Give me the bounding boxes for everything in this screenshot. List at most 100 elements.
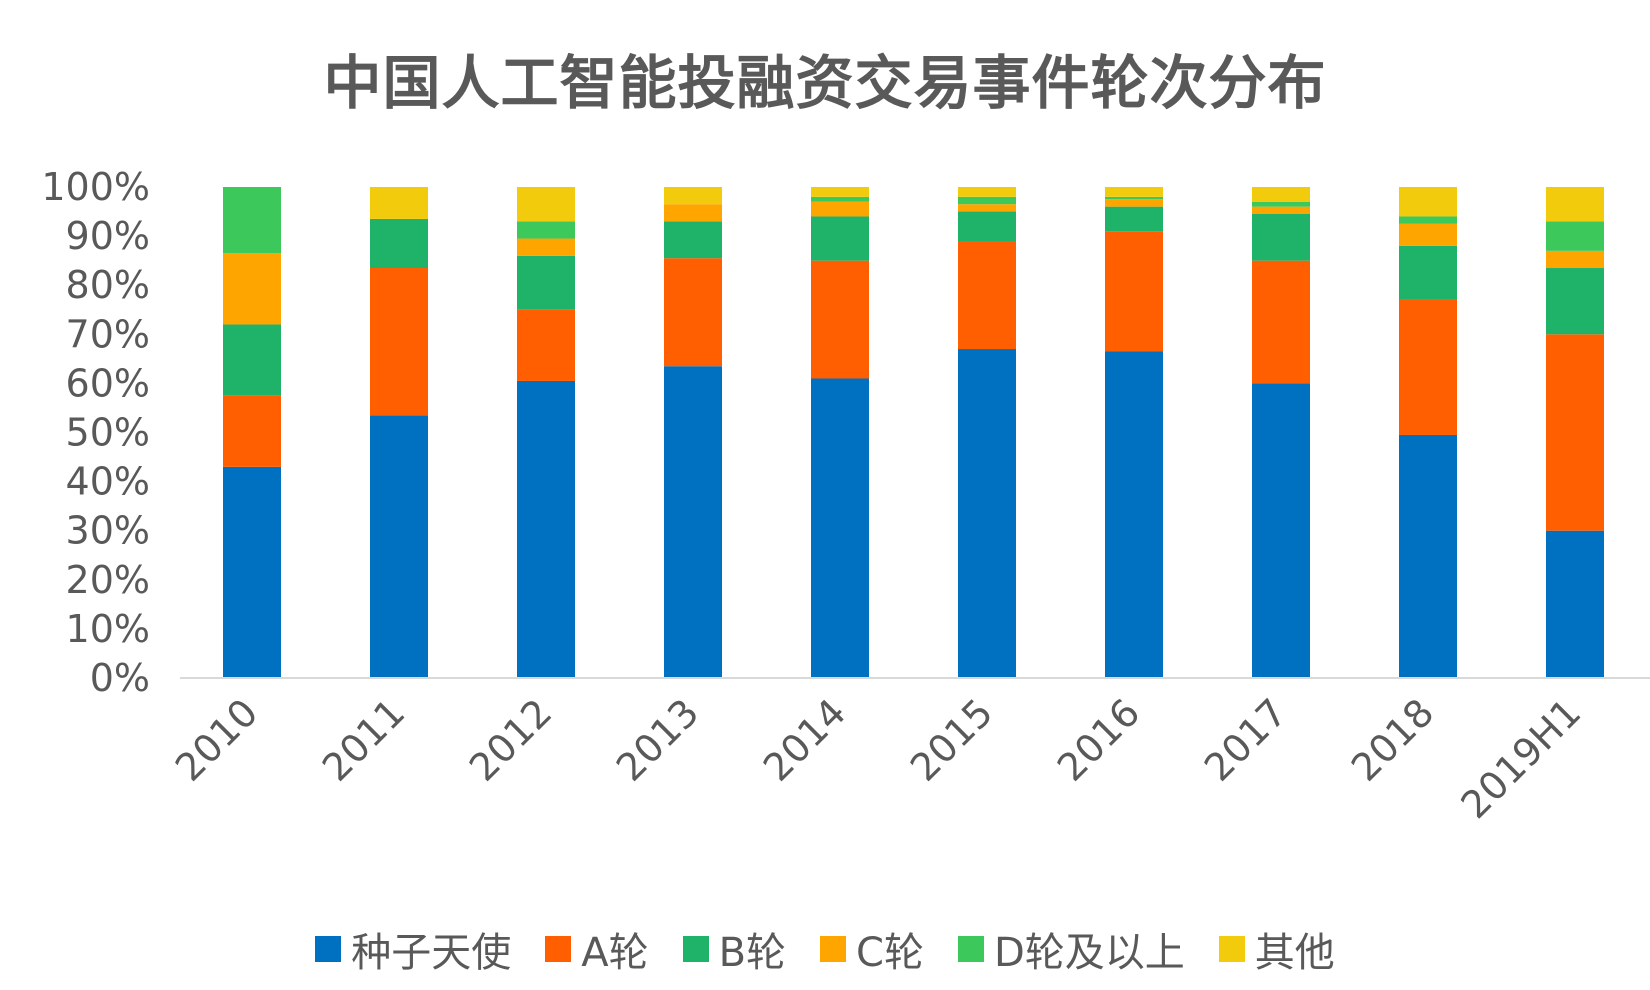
y-tick-label: 70% [66, 312, 150, 356]
bar-segment [664, 221, 722, 259]
bar-segment [811, 260, 869, 379]
x-tick-label: 2017 [1196, 690, 1296, 790]
bar-segment [1546, 268, 1604, 335]
bar-segment [811, 196, 869, 202]
bar-segment [1252, 201, 1310, 207]
legend-label: B轮 [718, 930, 787, 976]
y-tick-label: 50% [66, 411, 150, 455]
legend-swatch [682, 936, 709, 962]
y-tick-label: 0% [90, 656, 150, 700]
bar-segment [1252, 214, 1310, 261]
x-tick-label: 2016 [1049, 690, 1149, 790]
legend: 种子天使 A轮 B轮 C轮 D轮及以上 其他 [0, 920, 1650, 978]
bar-segment [1546, 334, 1604, 531]
x-tick-label: 2012 [461, 690, 561, 790]
y-tick-label: 40% [66, 460, 150, 504]
bar-segment [370, 187, 428, 219]
bar-stack [811, 187, 869, 678]
y-tick-label: 30% [66, 509, 150, 553]
y-tick-label: 100% [41, 165, 150, 209]
bar-stack [1105, 187, 1163, 678]
legend-swatch [545, 936, 572, 962]
bar-segment [1252, 260, 1310, 384]
bar-segment [1399, 216, 1457, 224]
bar-segment [958, 349, 1016, 678]
bar-stack [664, 187, 722, 678]
bar-segment [664, 187, 722, 205]
legend-label: 种子天使 [351, 930, 512, 976]
y-axis-ticks: 0% 10% 20% 30% 40% 50% 60% 70% 80% 90% 100% [41, 165, 150, 700]
bar-segment [958, 187, 1016, 197]
bar-segment [223, 187, 281, 254]
legend-swatch [1218, 936, 1245, 962]
bar-segment [1252, 383, 1310, 678]
bar-segment [811, 201, 869, 217]
bar-segment [664, 258, 722, 367]
x-tick-label: 2019H1 [1453, 690, 1590, 827]
bar-segment [1105, 196, 1163, 200]
bar-segment [1546, 221, 1604, 251]
x-tick-label: 2018 [1343, 690, 1443, 790]
bar-segment [1399, 187, 1457, 217]
bar-segment [517, 221, 575, 239]
bar-groups [223, 187, 1604, 678]
legend-item: 其他 [1218, 920, 1335, 978]
bar-segment [1105, 199, 1163, 207]
bar-segment [223, 395, 281, 467]
bar-segment [223, 324, 281, 396]
bar-segment [517, 380, 575, 678]
legend-label: D轮及以上 [993, 930, 1185, 976]
bar-segment [811, 216, 869, 261]
chart-plot: 0%10%20%30%40%50%60%70%80%90%100% 2010 20… [41, 165, 1650, 827]
bar-segment [811, 187, 869, 197]
x-axis-labels: 2010 2011 2012 2013 2014 2015 2016 2017 2018 2019… [167, 690, 1590, 827]
bar-segment [517, 238, 575, 256]
bar-stack [1546, 187, 1604, 678]
bar-segment [1105, 206, 1163, 232]
bar-segment [664, 366, 722, 678]
bar-segment [958, 204, 1016, 212]
bar-segment [1252, 187, 1310, 202]
y-tick-label: 90% [66, 214, 150, 258]
bar-segment [958, 241, 1016, 350]
bar-segment [1105, 351, 1163, 678]
bar-segment [517, 309, 575, 381]
y-tick-label: 20% [66, 558, 150, 602]
legend-swatch [820, 936, 847, 962]
bar-segment [370, 268, 428, 416]
legend-label: C轮 [856, 930, 924, 976]
bar-segment [664, 204, 722, 222]
x-tick-label: 2010 [167, 690, 267, 790]
bar-stack [223, 187, 281, 678]
bar-segment [517, 255, 575, 310]
bar-segment [517, 187, 575, 222]
bar-segment [223, 466, 281, 678]
x-tick-label: 2011 [314, 690, 414, 790]
legend-item: B轮 [682, 920, 787, 978]
legend-item: A轮 [545, 920, 649, 978]
bar-segment [958, 196, 1016, 205]
legend-label: A轮 [581, 930, 649, 976]
bar-segment [1546, 250, 1604, 269]
chart-title: 中国人工智能投融资交易事件轮次分布 [323, 49, 1327, 117]
bar-segment [1105, 231, 1163, 352]
y-tick-label: 80% [66, 263, 150, 307]
bar-segment [1399, 245, 1457, 300]
bar-segment [223, 253, 281, 325]
x-tick-label: 2014 [755, 690, 855, 790]
bar-stack [1252, 187, 1310, 678]
bar-segment [1399, 223, 1457, 246]
bar-stack [517, 187, 575, 678]
bar-stack [958, 187, 1016, 678]
bar-segment [1105, 187, 1163, 197]
legend-item: 种子天使 [315, 920, 511, 978]
bar-segment [370, 415, 428, 678]
x-tick-label: 2015 [902, 690, 1002, 790]
bar-segment [811, 378, 869, 678]
legend-item: D轮及以上 [957, 920, 1185, 978]
bar-stack [1399, 187, 1457, 678]
bar-segment [1399, 434, 1457, 678]
y-tick-label: 10% [66, 607, 150, 651]
bar-segment [1546, 530, 1604, 678]
bar-segment [1252, 206, 1310, 215]
